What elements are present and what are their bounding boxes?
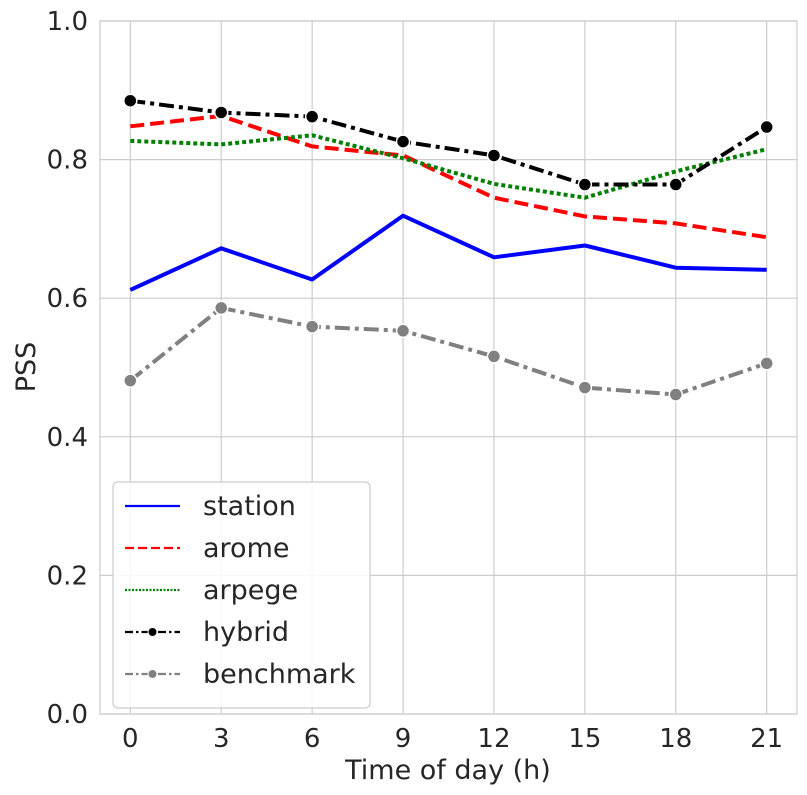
series-line-arome bbox=[130, 113, 768, 240]
y-tick-label: 0.6 bbox=[47, 284, 88, 314]
legend-marker bbox=[147, 627, 158, 637]
data-point-hybrid bbox=[123, 93, 138, 108]
y-axis-label: PSS bbox=[11, 342, 42, 393]
series-line-arpege bbox=[130, 133, 768, 200]
legend-item-arpege: arpege bbox=[125, 575, 298, 606]
data-point-benchmark bbox=[213, 300, 229, 316]
data-point-benchmark bbox=[304, 319, 320, 334]
series-hybrid bbox=[123, 93, 774, 192]
legend-item-hybrid: hybrid bbox=[125, 617, 289, 648]
legend-marker bbox=[147, 669, 158, 679]
plot-frame bbox=[99, 20, 798, 715]
legend-label: hybrid bbox=[203, 617, 289, 648]
data-point-hybrid bbox=[577, 177, 593, 192]
y-tick-label: 0.8 bbox=[47, 146, 88, 176]
data-point-hybrid bbox=[759, 119, 774, 135]
series-layer bbox=[123, 93, 774, 402]
legend: station arome arpege hybrid benchmark bbox=[112, 481, 371, 709]
x-tick-label: 6 bbox=[304, 724, 321, 754]
data-point-benchmark bbox=[759, 356, 774, 371]
data-point-benchmark bbox=[123, 373, 138, 388]
legend-label: arpege bbox=[203, 575, 298, 606]
series-arome bbox=[130, 113, 768, 240]
data-point-benchmark bbox=[486, 349, 502, 364]
legend-item-benchmark: benchmark bbox=[125, 659, 356, 690]
data-point-benchmark bbox=[395, 323, 411, 339]
legend-item-station: station bbox=[125, 491, 296, 522]
series-station bbox=[129, 213, 767, 292]
y-tick-label: 0.2 bbox=[47, 561, 88, 591]
x-tick-label: 12 bbox=[477, 724, 510, 754]
data-point-hybrid bbox=[486, 148, 502, 163]
data-point-hybrid bbox=[304, 109, 320, 124]
legend-label: arome bbox=[203, 533, 289, 564]
x-tick-label: 15 bbox=[568, 724, 601, 754]
legend-box bbox=[112, 481, 371, 709]
data-point-hybrid bbox=[668, 177, 684, 192]
series-line-hybrid bbox=[130, 98, 768, 187]
x-axis-label: Time of day (h) bbox=[344, 755, 551, 786]
data-point-hybrid bbox=[213, 105, 229, 120]
legend-item-arome: arome bbox=[125, 533, 289, 564]
x-tick-label: 18 bbox=[659, 724, 692, 754]
y-axis: 0.0 0.2 0.4 0.6 0.8 1.0 bbox=[47, 7, 88, 730]
series-benchmark bbox=[123, 300, 774, 402]
data-point-hybrid bbox=[395, 134, 411, 149]
data-point-benchmark bbox=[577, 380, 593, 395]
x-tick-label: 3 bbox=[213, 724, 230, 754]
series-arpege bbox=[130, 133, 768, 200]
y-tick-label: 0.0 bbox=[47, 700, 88, 730]
x-tick-label: 0 bbox=[122, 724, 139, 754]
x-tick-label: 9 bbox=[395, 724, 412, 754]
legend-label: station bbox=[203, 491, 296, 522]
legend-label: benchmark bbox=[203, 659, 356, 690]
y-tick-label: 0.4 bbox=[47, 423, 88, 453]
data-point-benchmark bbox=[668, 387, 684, 402]
y-tick-label: 1.0 bbox=[47, 7, 88, 37]
x-tick-label: 21 bbox=[750, 724, 783, 754]
x-axis: 0 3 6 9 12 15 18 21 bbox=[122, 724, 783, 754]
series-line-station bbox=[129, 213, 767, 292]
